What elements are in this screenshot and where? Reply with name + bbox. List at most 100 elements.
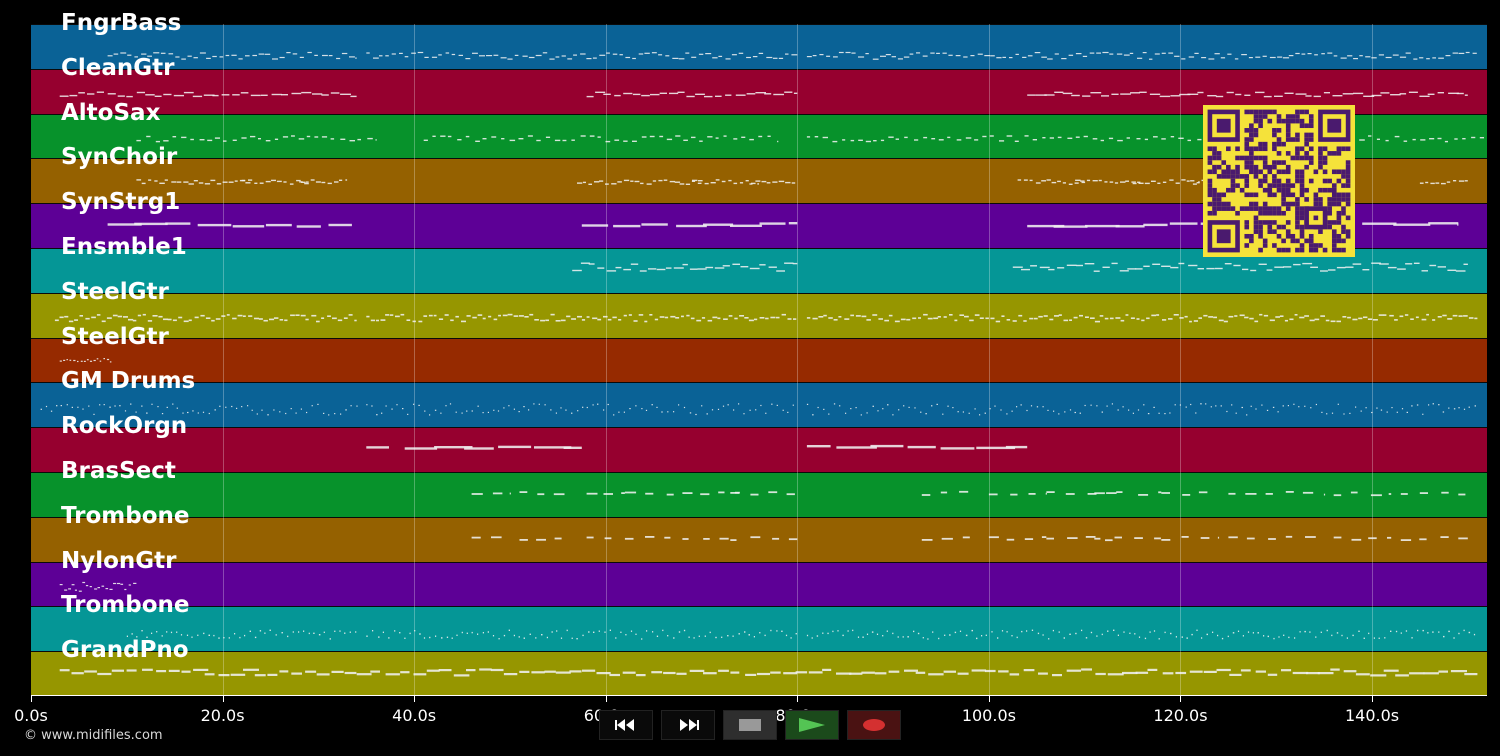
stop-button[interactable] (723, 710, 777, 740)
qr-module (1285, 206, 1291, 211)
midi-note (1315, 636, 1317, 639)
midi-note (429, 414, 431, 416)
qr-module (1281, 210, 1286, 216)
midi-note (1101, 94, 1109, 97)
midi-note (755, 409, 757, 411)
midi-note (267, 673, 278, 677)
qr-module (1322, 178, 1328, 184)
qr-module (1345, 192, 1351, 198)
midi-note (553, 493, 565, 496)
midi-note (287, 636, 289, 638)
midi-note (141, 183, 146, 185)
midi-note (850, 139, 855, 141)
midi-note (500, 57, 507, 59)
midi-note (567, 58, 573, 60)
midi-note (576, 638, 578, 640)
midi-note (402, 408, 404, 410)
midi-note (1278, 636, 1280, 639)
midi-note (535, 637, 537, 639)
midi-note (1302, 262, 1313, 265)
midi-note (1198, 317, 1202, 319)
midi-note (685, 183, 691, 186)
midi-note (1342, 315, 1347, 318)
midi-note (258, 137, 261, 139)
midi-note (1437, 137, 1442, 139)
record-button[interactable] (847, 710, 901, 740)
midi-note (1114, 536, 1122, 539)
midi-note (1125, 313, 1129, 316)
midi-note (1174, 55, 1180, 57)
midi-note (204, 673, 215, 676)
midi-note (1240, 669, 1251, 672)
midi-note (550, 313, 555, 316)
midi-note (1181, 535, 1189, 538)
track-name: CleanGtr (61, 54, 175, 81)
qr-module (1308, 132, 1314, 138)
midi-note (1065, 493, 1075, 495)
midi-note (513, 408, 515, 411)
midi-note (985, 634, 987, 637)
midi-note (241, 136, 247, 139)
midi-note (451, 637, 453, 640)
midi-note (344, 632, 346, 635)
midi-note (1052, 630, 1054, 632)
midi-note (250, 94, 261, 96)
midi-note (151, 404, 153, 406)
midi-note (586, 58, 592, 60)
midi-note (1149, 631, 1151, 634)
qr-module (1267, 164, 1273, 170)
midi-note (811, 637, 813, 640)
midi-note (221, 315, 226, 317)
midi-note (1153, 135, 1158, 138)
midi-note (1464, 180, 1468, 182)
midi-note (746, 92, 756, 95)
midi-note (832, 140, 838, 142)
midi-note (1038, 315, 1043, 318)
time-gridline (222, 24, 224, 696)
midi-note (159, 182, 165, 185)
midi-note (1421, 270, 1428, 272)
midi-note (659, 92, 667, 94)
midi-note (898, 409, 900, 411)
qr-module (1262, 114, 1268, 119)
midi-note (493, 318, 498, 320)
midi-note (895, 138, 899, 140)
midi-note (1239, 314, 1245, 316)
qr-module (1281, 224, 1286, 230)
qr-module (1345, 160, 1351, 165)
midi-note (1400, 538, 1412, 541)
midi-note (603, 315, 608, 318)
midi-note (858, 139, 863, 141)
midi-note (682, 492, 693, 494)
midi-note (265, 224, 292, 227)
midi-note (147, 55, 152, 57)
midi-note (577, 315, 582, 318)
midi-note (146, 412, 148, 415)
qr-module (1299, 233, 1305, 239)
fast-forward-button[interactable] (661, 710, 715, 740)
rewind-button[interactable] (599, 710, 653, 740)
midi-note (1272, 407, 1275, 409)
midi-note (1205, 403, 1207, 405)
midi-note (534, 446, 572, 449)
midi-note (977, 53, 983, 55)
qr-module (1336, 233, 1342, 239)
qr-module (1216, 201, 1222, 207)
qr-module (1336, 192, 1342, 198)
qr-module (1299, 183, 1305, 188)
qr-code-icon[interactable] (1203, 105, 1355, 257)
midi-note (88, 405, 90, 408)
midi-note (675, 316, 680, 319)
qr-module (1281, 160, 1286, 165)
qr-module (1253, 155, 1259, 161)
midi-note (1136, 317, 1140, 320)
midi-note (612, 53, 618, 55)
midi-note (465, 135, 470, 137)
midi-note (549, 58, 555, 60)
midi-note (866, 318, 871, 321)
midi-note (128, 318, 134, 321)
midi-note (1215, 405, 1217, 407)
midi-note (1141, 319, 1145, 321)
qr-module (1244, 233, 1250, 239)
play-button[interactable] (785, 710, 839, 740)
